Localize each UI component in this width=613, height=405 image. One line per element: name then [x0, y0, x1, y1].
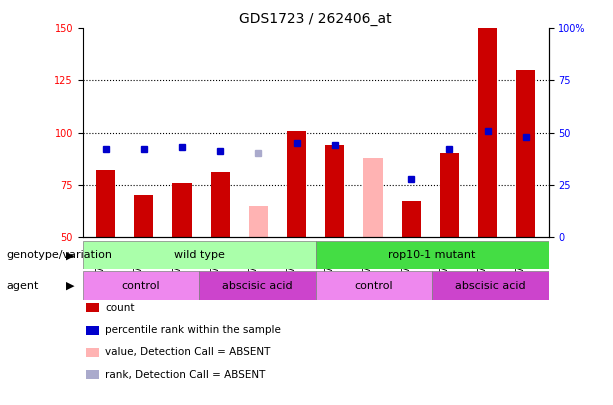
Bar: [287, 130, 306, 237]
Bar: [478, 28, 497, 237]
Text: rop10-1 mutant: rop10-1 mutant: [389, 250, 476, 260]
Text: control: control: [121, 281, 161, 290]
Bar: [432, 271, 549, 300]
Bar: [402, 201, 421, 237]
Bar: [364, 158, 383, 237]
Text: ▶: ▶: [66, 281, 75, 290]
Text: percentile rank within the sample: percentile rank within the sample: [105, 325, 281, 335]
Bar: [134, 195, 153, 237]
Text: count: count: [105, 303, 135, 313]
Text: control: control: [354, 281, 394, 290]
Text: abscisic acid: abscisic acid: [455, 281, 526, 290]
Title: GDS1723 / 262406_at: GDS1723 / 262406_at: [240, 12, 392, 26]
Bar: [83, 271, 199, 300]
Bar: [249, 206, 268, 237]
Bar: [199, 271, 316, 300]
Text: genotype/variation: genotype/variation: [6, 250, 112, 260]
Text: rank, Detection Call = ABSENT: rank, Detection Call = ABSENT: [105, 370, 266, 379]
Bar: [172, 183, 192, 237]
Bar: [326, 145, 345, 237]
Text: wild type: wild type: [174, 250, 224, 260]
Bar: [83, 241, 316, 269]
Bar: [96, 170, 115, 237]
Text: abscisic acid: abscisic acid: [222, 281, 293, 290]
Bar: [211, 172, 230, 237]
Text: value, Detection Call = ABSENT: value, Detection Call = ABSENT: [105, 347, 271, 357]
Text: ▶: ▶: [66, 250, 75, 260]
Text: agent: agent: [6, 281, 39, 290]
Bar: [316, 241, 549, 269]
Bar: [516, 70, 535, 237]
Bar: [440, 153, 459, 237]
Bar: [316, 271, 432, 300]
